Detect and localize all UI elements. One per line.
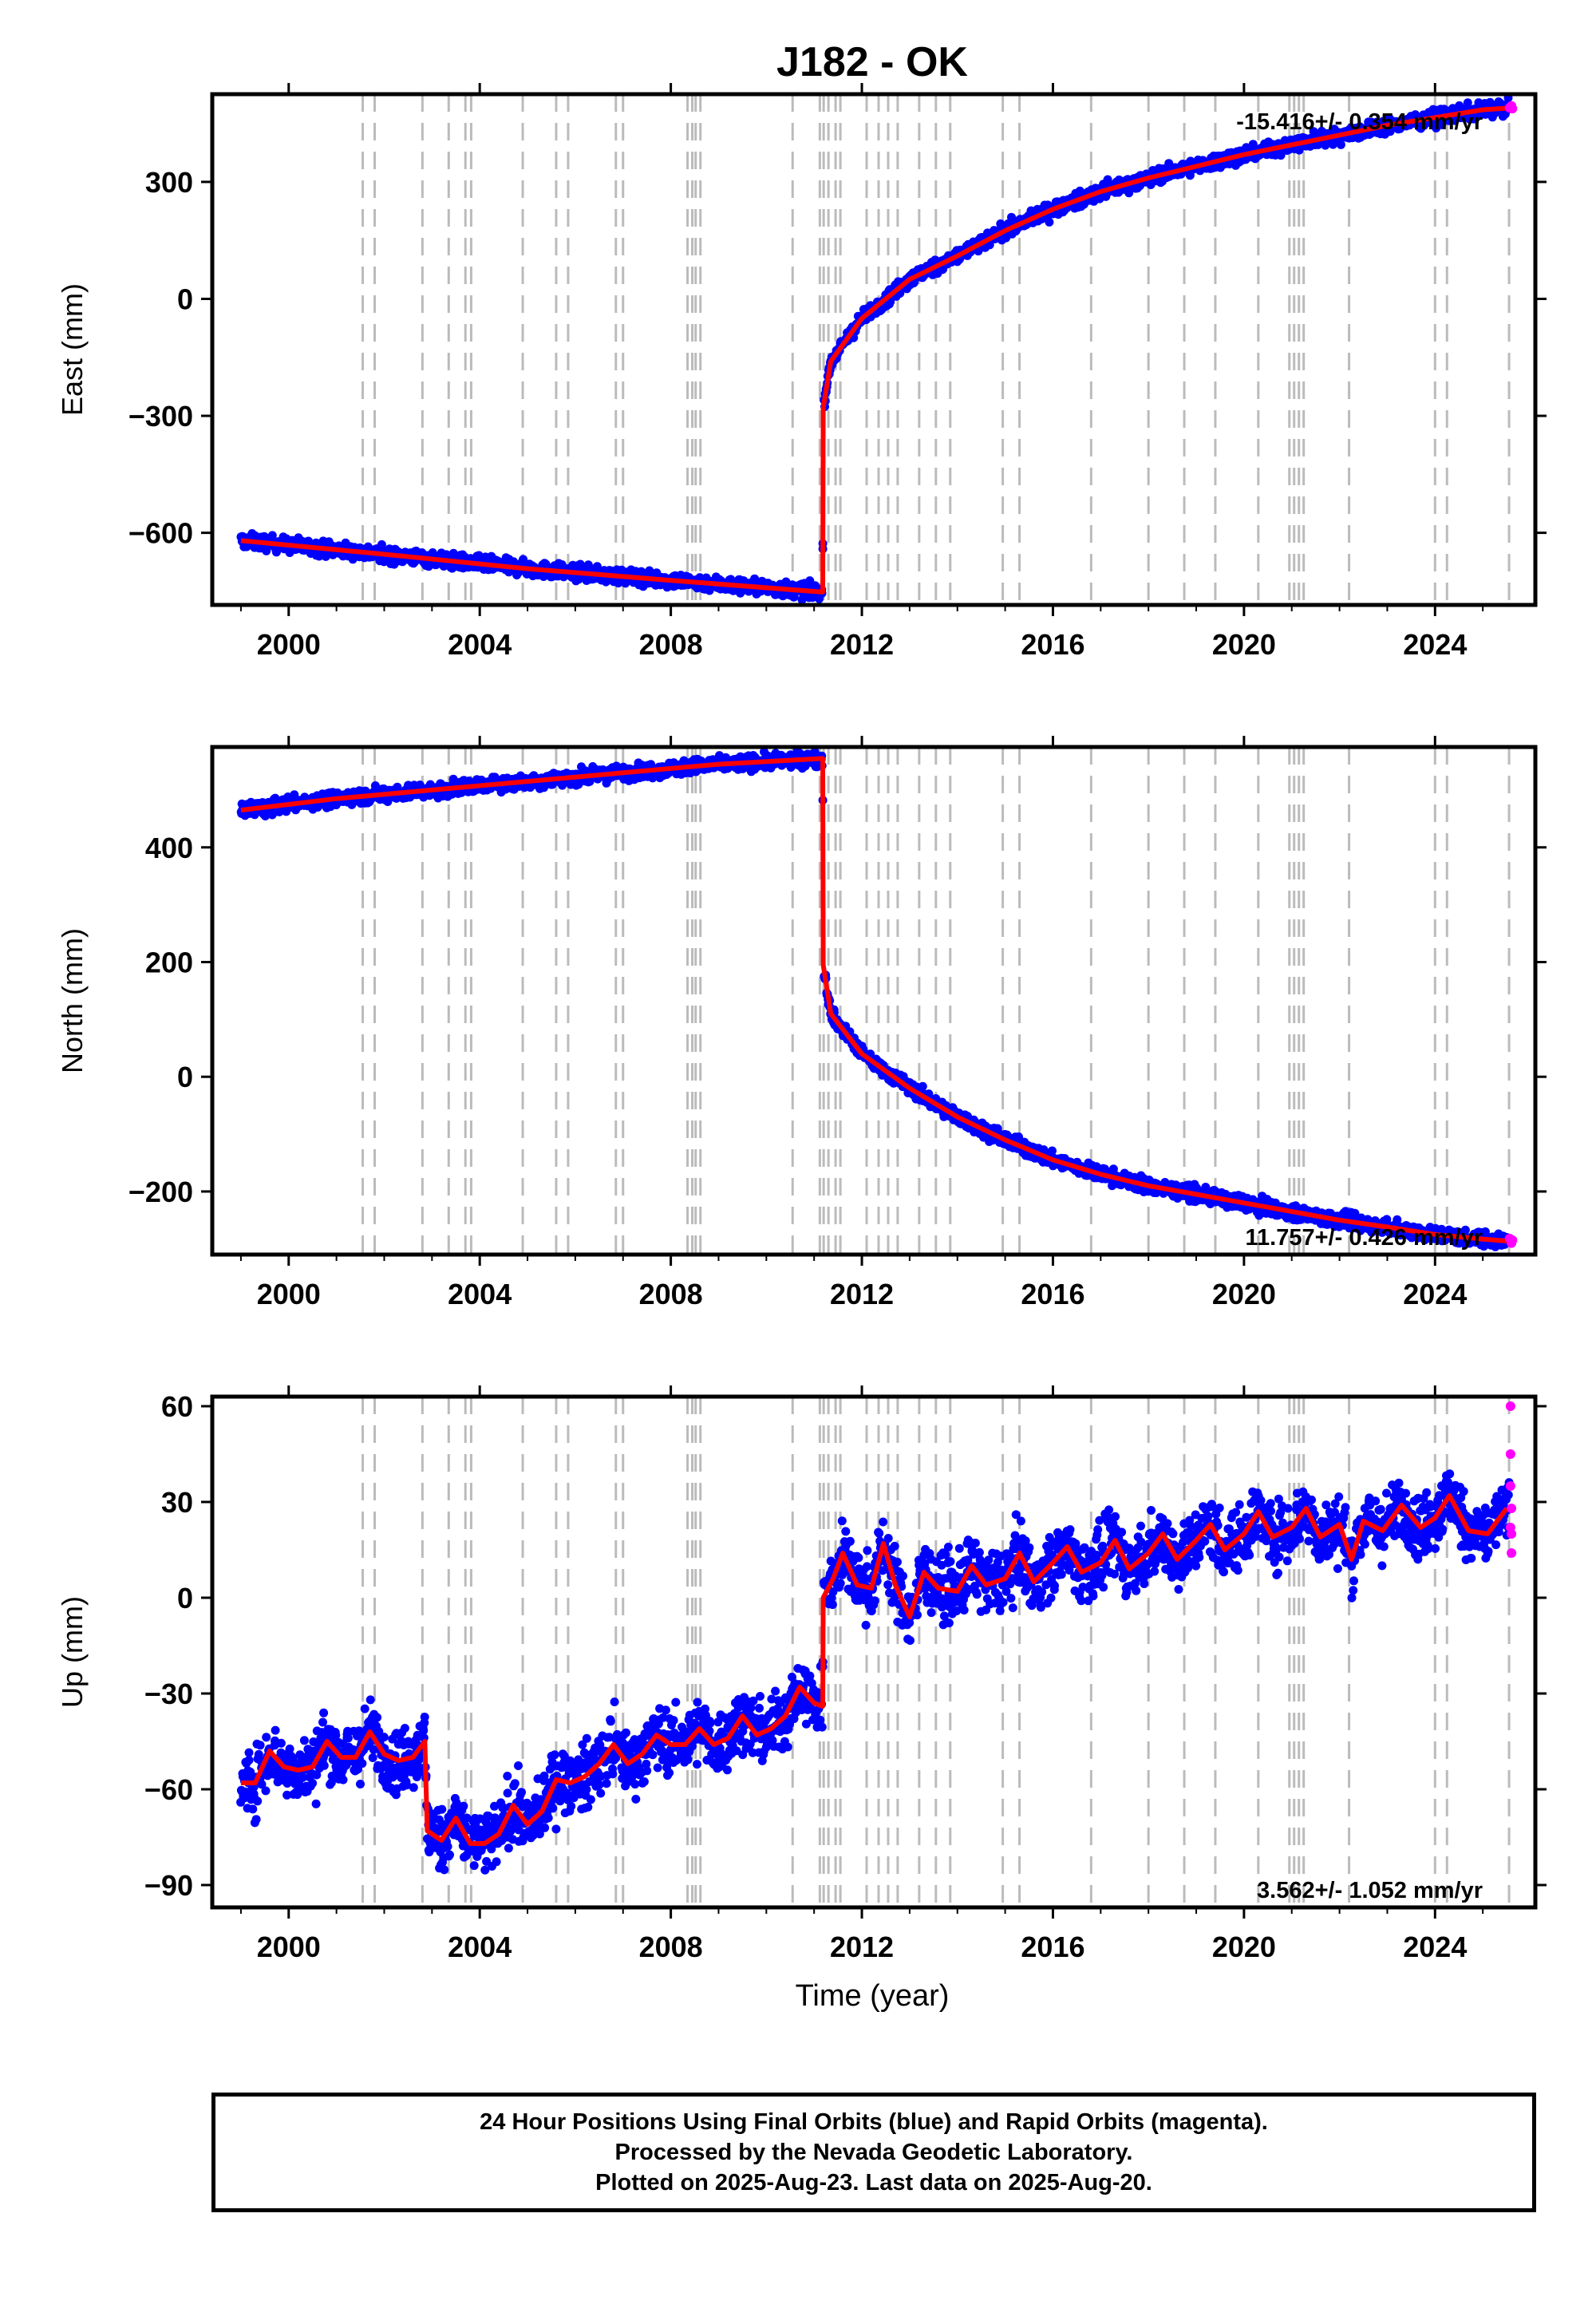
- east-model-line: [240, 105, 1512, 595]
- east-y-tick-label: −600: [128, 517, 193, 550]
- north-data-point: [1108, 1164, 1118, 1174]
- east-x-tick-label: 2000: [257, 628, 321, 661]
- north-data-point: [1048, 1146, 1057, 1156]
- east-y-axis-label: East (mm): [56, 283, 89, 416]
- east-data-point: [1045, 217, 1054, 227]
- north-final-orbit-points: [236, 747, 1513, 1251]
- east-x-tick-label: 2020: [1212, 628, 1276, 661]
- north-data-point: [261, 810, 271, 820]
- east-final-orbit-points: [236, 94, 1513, 605]
- east-data-point: [1503, 94, 1513, 103]
- north-data-point: [918, 1081, 927, 1091]
- east-panel: 2000 2004 2008 2012 2016 2020 2024 −600 −300 0 300…: [56, 83, 1547, 661]
- east-x-tick-label: 2008: [639, 628, 703, 661]
- chart-title: J182 - OK: [776, 39, 968, 85]
- east-data-point: [267, 531, 277, 540]
- east-data-point: [1164, 159, 1174, 168]
- east-y-tick-label: 300: [145, 166, 193, 199]
- east-rapid-point: [1507, 104, 1518, 114]
- east-y-tick-label: 0: [177, 283, 193, 315]
- east-data-point: [1336, 140, 1345, 149]
- east-data-point: [519, 555, 528, 564]
- east-x-tick-label: 2004: [448, 628, 512, 661]
- east-x-tick-label: 2024: [1403, 628, 1467, 661]
- east-rate-label: -15.416+/- 0.354 mm/yr: [1236, 109, 1483, 135]
- north-panel: 2000 2004 2008 2012 2016 2020 2024−2000200400 …: [56, 736, 1547, 1310]
- east-x-tick-label: 2016: [1021, 628, 1084, 661]
- east-x-tick-label: 2012: [830, 628, 894, 661]
- east-y-tick-label: −300: [128, 400, 193, 433]
- east-plot-frame: [210, 92, 1538, 607]
